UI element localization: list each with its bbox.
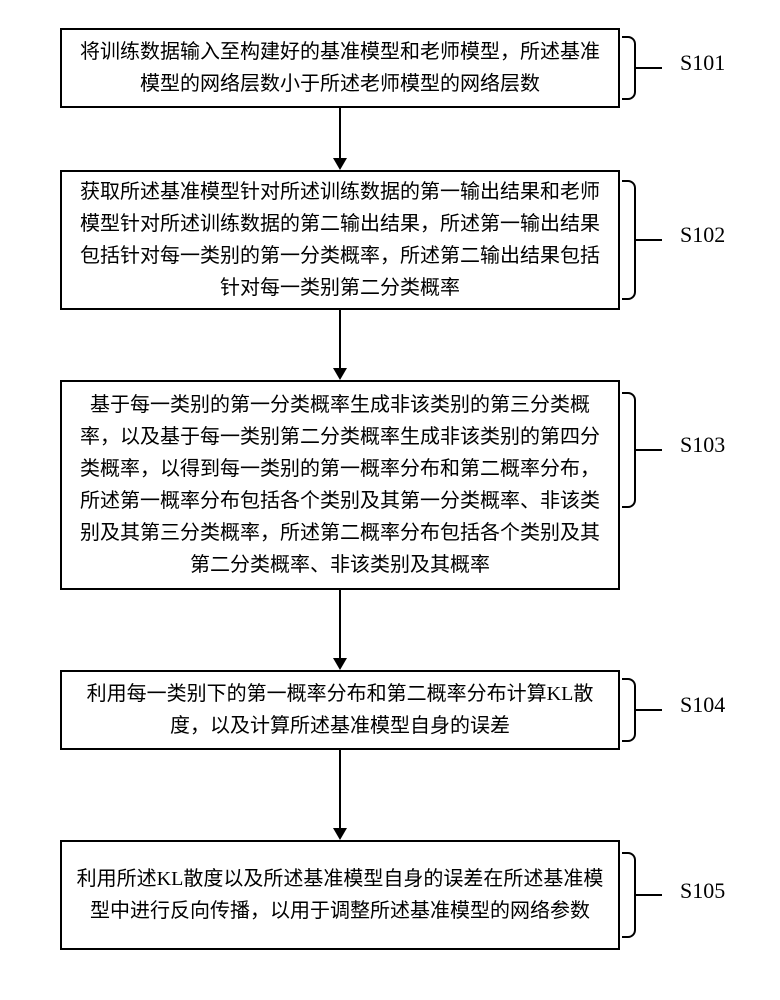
arrow-line (339, 750, 341, 830)
arrow-line (339, 108, 341, 160)
step-text: 基于每一类别的第一分类概率生成非该类别的第三分类概率，以及基于每一类别第二分类概… (76, 389, 604, 581)
step-label-s104: S104 (680, 692, 725, 718)
brace-icon (622, 678, 636, 742)
arrow-head-icon (333, 158, 347, 170)
brace-icon (622, 852, 636, 938)
brace-tail (636, 449, 662, 451)
step-box-s103: 基于每一类别的第一分类概率生成非该类别的第三分类概率，以及基于每一类别第二分类概… (60, 380, 620, 590)
step-box-s104: 利用每一类别下的第一概率分布和第二概率分布计算KL散度，以及计算所述基准模型自身… (60, 670, 620, 750)
flowchart-canvas: 将训练数据输入至构建好的基准模型和老师模型，所述基准模型的网络层数小于所述老师模… (0, 0, 780, 1000)
brace-tail (636, 67, 662, 69)
brace-icon (622, 392, 636, 508)
arrow-line (339, 310, 341, 370)
step-label-s101: S101 (680, 50, 725, 76)
step-label-s105: S105 (680, 878, 725, 904)
arrow-head-icon (333, 828, 347, 840)
step-text: 利用每一类别下的第一概率分布和第二概率分布计算KL散度，以及计算所述基准模型自身… (76, 678, 604, 742)
step-box-s101: 将训练数据输入至构建好的基准模型和老师模型，所述基准模型的网络层数小于所述老师模… (60, 28, 620, 108)
brace-icon (622, 36, 636, 100)
step-text: 利用所述KL散度以及所述基准模型自身的误差在所述基准模型中进行反向传播，以用于调… (76, 863, 604, 927)
step-label-s102: S102 (680, 222, 725, 248)
brace-tail (636, 239, 662, 241)
step-box-s102: 获取所述基准模型针对所述训练数据的第一输出结果和老师模型针对所述训练数据的第二输… (60, 170, 620, 310)
step-box-s105: 利用所述KL散度以及所述基准模型自身的误差在所述基准模型中进行反向传播，以用于调… (60, 840, 620, 950)
step-label-s103: S103 (680, 432, 725, 458)
arrow-head-icon (333, 658, 347, 670)
brace-icon (622, 180, 636, 300)
arrow-head-icon (333, 368, 347, 380)
step-text: 将训练数据输入至构建好的基准模型和老师模型，所述基准模型的网络层数小于所述老师模… (76, 36, 604, 100)
brace-tail (636, 709, 662, 711)
brace-tail (636, 894, 662, 896)
step-text: 获取所述基准模型针对所述训练数据的第一输出结果和老师模型针对所述训练数据的第二输… (76, 176, 604, 304)
arrow-line (339, 590, 341, 660)
